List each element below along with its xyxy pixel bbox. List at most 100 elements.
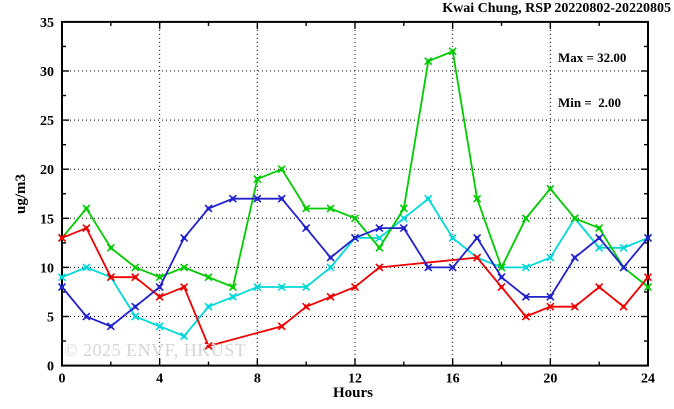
data-point-marker (57, 282, 67, 292)
data-point-marker (180, 233, 189, 243)
data-point-marker (643, 282, 653, 292)
data-point-marker (302, 204, 311, 213)
data-point-marker (497, 263, 506, 272)
data-point-marker (448, 47, 457, 56)
data-point-marker (155, 322, 164, 331)
data-point-marker (473, 253, 482, 262)
data-point-marker (497, 273, 506, 282)
y-tick-label: 10 (40, 261, 54, 276)
data-point-marker (546, 302, 555, 311)
gridlines (62, 21, 648, 366)
y-tick-label: 30 (40, 65, 54, 80)
data-point-marker (619, 243, 628, 252)
data-point-marker (375, 243, 384, 252)
data-point-marker (497, 282, 506, 292)
data-point-marker (155, 273, 164, 282)
data-point-marker (82, 312, 91, 321)
data-point-marker (521, 263, 530, 272)
data-point-marker (277, 282, 286, 292)
series-red (57, 224, 653, 351)
watermark: © 2025 ENVF, HKUST (64, 340, 247, 360)
data-point-marker (204, 341, 213, 351)
data-point-marker (326, 253, 335, 262)
data-point-marker (277, 194, 286, 203)
data-point-marker (595, 243, 604, 252)
data-point-marker (619, 302, 628, 311)
data-point-marker (546, 292, 555, 301)
data-point-marker (350, 233, 360, 243)
x-tick-label: 0 (59, 372, 66, 387)
data-point-marker (277, 165, 286, 174)
data-point-marker (131, 302, 140, 311)
data-point-marker (570, 253, 579, 262)
data-point-marker (180, 263, 189, 272)
data-point-marker (228, 194, 237, 203)
data-point-marker (326, 292, 335, 301)
data-point-marker (204, 204, 213, 213)
tick-labels: 0 4 8 12 16 20 24 0 5 10 15 20 25 30 35 (40, 16, 655, 387)
data-point-marker (82, 204, 91, 213)
data-point-marker (643, 273, 653, 282)
data-point-marker (350, 214, 360, 223)
x-tick-label: 4 (156, 372, 163, 387)
series-blue (57, 194, 653, 331)
data-point-marker (302, 224, 311, 233)
x-tick-label: 8 (254, 372, 261, 387)
data-point-marker (228, 282, 237, 292)
data-point-marker (131, 263, 140, 272)
data-point-marker (375, 233, 384, 243)
data-point-marker (350, 282, 360, 292)
data-point-marker (399, 214, 408, 223)
data-point-marker (253, 194, 262, 203)
y-tick-label: 35 (40, 16, 54, 31)
data-point-marker (326, 263, 335, 272)
data-point-marker (204, 302, 213, 311)
data-point-marker (57, 273, 67, 282)
data-point-marker (521, 312, 530, 321)
data-point-marker (82, 263, 91, 272)
data-point-marker (448, 233, 457, 243)
data-point-marker (570, 214, 579, 223)
x-axis-label: Hours (332, 385, 373, 401)
data-point-marker (228, 292, 237, 301)
y-tick-label: 15 (40, 212, 54, 227)
data-point-marker (521, 214, 530, 223)
series-green (57, 47, 653, 292)
data-point-marker (253, 282, 262, 292)
data-point-marker (180, 332, 189, 341)
max-value-label: Max = 32.00 (558, 50, 627, 65)
data-point-marker (595, 224, 604, 233)
data-point-marker (302, 302, 311, 311)
data-point-marker (473, 233, 482, 243)
data-point-marker (155, 282, 164, 292)
data-point-marker (106, 243, 115, 252)
data-point-marker (424, 57, 433, 66)
data-point-marker (546, 184, 555, 193)
x-tick-label: 12 (348, 372, 362, 387)
data-point-marker (180, 282, 189, 292)
data-point-marker (546, 253, 555, 262)
data-point-marker (131, 312, 140, 321)
data-point-marker (424, 263, 433, 272)
min-value-label: Min = 2.00 (558, 95, 622, 110)
data-point-marker (277, 322, 286, 331)
data-point-marker (595, 233, 604, 243)
data-point-marker (375, 263, 384, 272)
data-point-marker (302, 282, 311, 292)
data-point-marker (399, 224, 408, 233)
data-point-marker (570, 302, 579, 311)
data-point-marker (131, 273, 140, 282)
max-min-annotation: Max = 32.00 Min = 2.00 (558, 20, 626, 140)
data-point-marker (473, 194, 482, 203)
x-tick-label: 24 (641, 372, 655, 387)
data-point-marker (106, 322, 115, 331)
data-point-marker (521, 292, 530, 301)
data-point-marker (448, 263, 457, 272)
chart-title: Kwai Chung, RSP 20220802-20220805 (442, 1, 671, 16)
data-point-marker (375, 224, 384, 233)
data-point-marker (204, 273, 213, 282)
y-axis-label: ug/m3 (13, 174, 29, 215)
data-point-marker (82, 224, 91, 233)
data-point-marker (399, 204, 408, 213)
y-tick-label: 0 (47, 360, 54, 375)
